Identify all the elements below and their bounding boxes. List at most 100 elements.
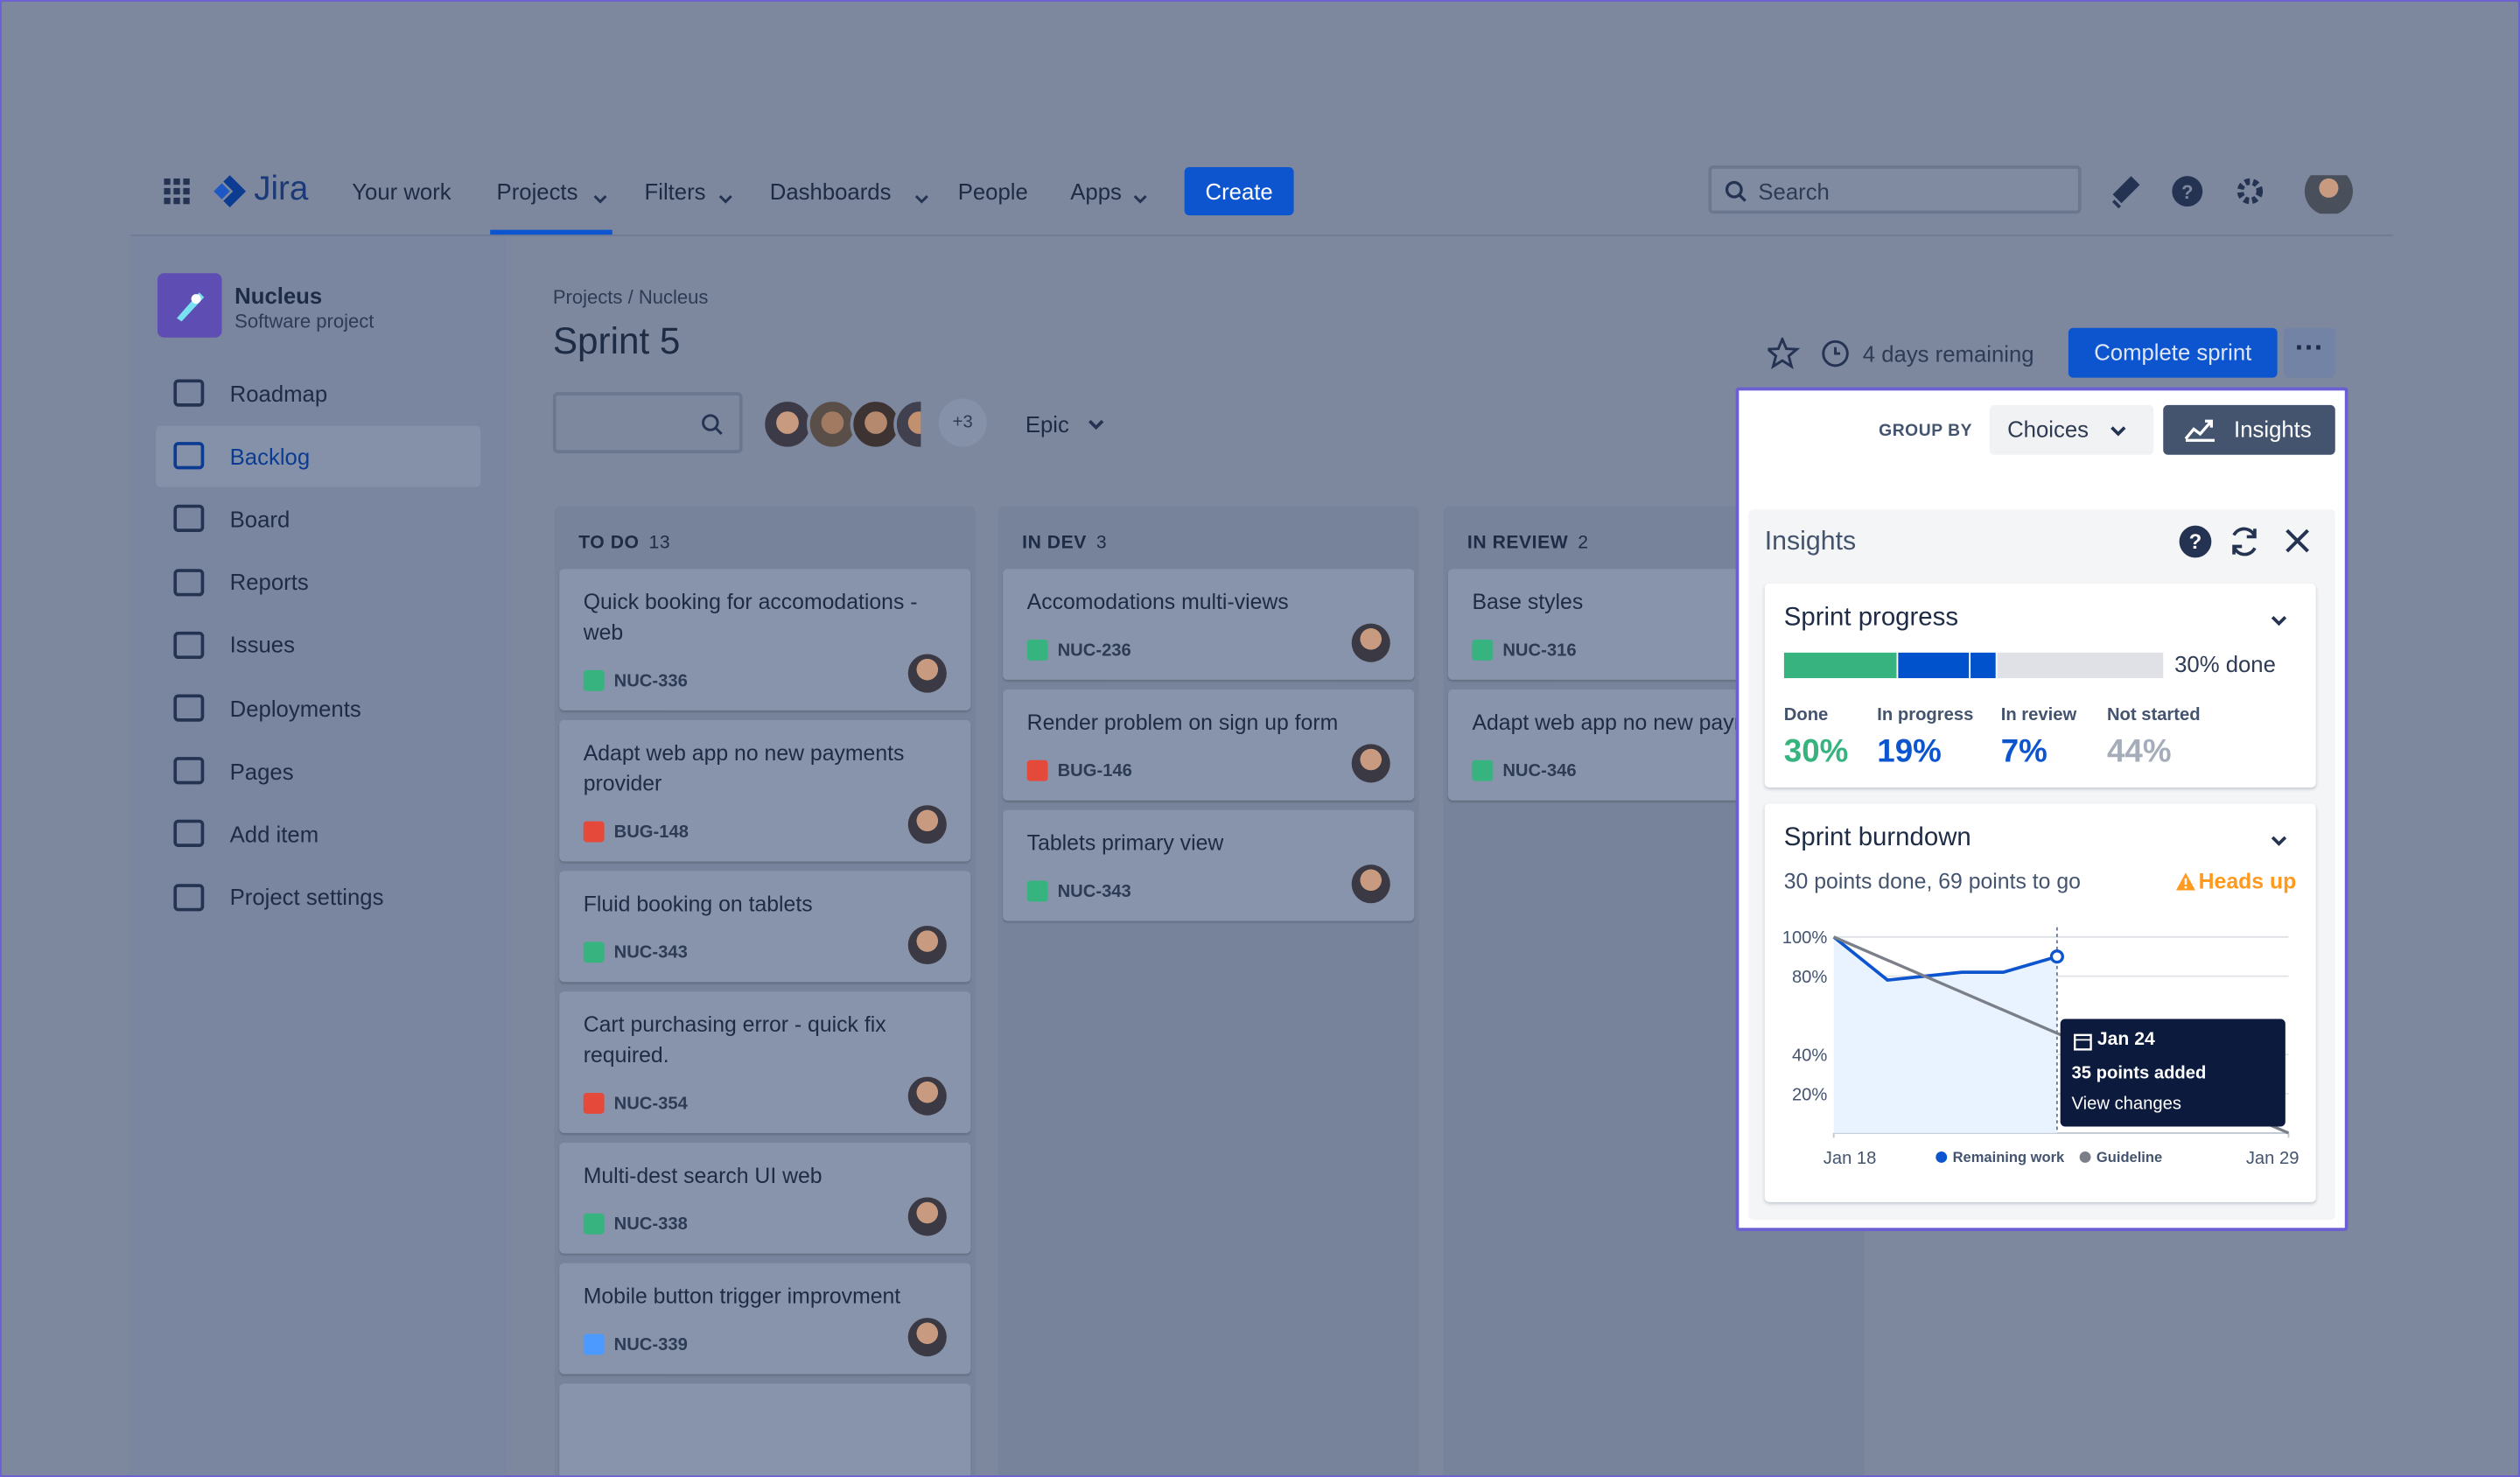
legend-label: Remaining work <box>1953 1149 2065 1166</box>
progress-stat: In review 7% <box>2001 705 2076 771</box>
nav-item[interactable]: Your work <box>352 178 452 205</box>
days-remaining: 4 days remaining <box>1862 340 2034 367</box>
card-title: Cart purchasing error - quick fix requir… <box>583 1012 886 1068</box>
issue-card[interactable]: Render problem on sign up form BUG-146 <box>1003 689 1415 801</box>
card-title: Accomodations multi-views <box>1026 590 1289 614</box>
column-name: IN REVIEW <box>1466 533 1569 553</box>
stat-value: 7% <box>2000 734 2048 770</box>
issue-card[interactable]: Mobile button trigger improvment NUC-339 <box>559 1263 971 1375</box>
nav-divider <box>130 234 2393 236</box>
search-icon <box>1725 180 1746 202</box>
project-name: Nucleus <box>234 283 323 309</box>
progress-segment <box>1783 652 1897 679</box>
sidebar-item[interactable]: Roadmap <box>173 379 328 407</box>
sidebar-label: Board <box>229 506 290 532</box>
stat-label: Not started <box>2106 705 2201 725</box>
issue-key: NUC-316 <box>1502 640 1577 660</box>
issue-card[interactable]: Accomodations multi-views NUC-236 <box>1003 569 1415 680</box>
column-count: 3 <box>1096 533 1108 553</box>
header-icons <box>1768 337 1849 370</box>
issue-card[interactable]: Quick booking for accomodations - web NUC… <box>559 569 971 710</box>
column-header: IN REVIEW 2 <box>1443 507 1864 570</box>
assignee-avatars[interactable] <box>760 397 921 452</box>
sidebar-active <box>156 425 481 487</box>
group-by-label: GROUP BY <box>1879 421 1973 441</box>
sidebar-item[interactable]: Board <box>173 505 290 533</box>
card-title: Multi-dest search UI web <box>583 1163 822 1188</box>
assignee-avatar <box>1351 864 1390 904</box>
issue-key: NUC-339 <box>613 1334 688 1354</box>
sidebar-item[interactable]: Reports <box>173 568 309 596</box>
issue-key: NUC-338 <box>613 1214 688 1234</box>
column-count: 2 <box>1578 533 1589 553</box>
svg-text:?: ? <box>2181 181 2193 203</box>
card-key: NUC-236 <box>1026 640 1390 661</box>
sidebar-item[interactable]: Add item <box>173 820 318 848</box>
sidebar-label: Roadmap <box>229 380 328 406</box>
more-avatars[interactable]: +3 <box>938 398 987 447</box>
issue-card[interactable]: Fluid booking on tablets NUC-343 <box>559 871 971 983</box>
legend-swatch <box>1936 1152 1948 1163</box>
nav-item[interactable]: Dashboards <box>769 178 892 205</box>
create-button[interactable]: Create <box>1184 167 1294 216</box>
assignee-avatar <box>1351 623 1390 662</box>
sidebar-item[interactable]: Pages <box>173 757 294 785</box>
more-button[interactable]: ··· <box>2283 327 2335 378</box>
issue-card[interactable]: Tablets primary view NUC-343 <box>1003 809 1415 921</box>
card-key: NUC-336 <box>583 669 947 691</box>
issue-key: BUG-148 <box>613 822 689 842</box>
panel-icons[interactable]: ? <box>2178 524 2316 559</box>
hover-point <box>2049 949 2064 964</box>
sidebar-icon <box>173 568 205 596</box>
tooltip-link[interactable]: View changes <box>2071 1094 2181 1114</box>
epic-filter[interactable]: Epic <box>1025 411 1069 438</box>
issue-card[interactable]: Adapt web app no new payments provider BU… <box>559 719 971 862</box>
nav-item[interactable]: Filters <box>644 178 706 205</box>
project-type: Software project <box>234 310 374 333</box>
complete-sprint-button[interactable]: Complete sprint <box>2068 327 2278 378</box>
burndown-chart: 100% 80% 40% 20% Jan 18 Jan 29 Remaining work G… <box>1782 927 2299 1168</box>
issue-card[interactable]: Multi-dest search UI web NUC-338 <box>559 1142 971 1254</box>
sidebar-item[interactable]: Deployments <box>173 694 361 722</box>
issue-card <box>559 1383 971 1476</box>
heads-up: Heads up <box>2198 869 2297 894</box>
card-title: Quick booking for accomodations - web <box>583 590 918 645</box>
legend-label: Guideline <box>2096 1149 2162 1166</box>
sidebar-label: Deployments <box>229 695 361 721</box>
issue-type-icon <box>1026 760 1048 781</box>
insights-button[interactable]: Insights <box>2163 404 2335 455</box>
page-title: Sprint 5 <box>552 319 681 362</box>
series-line <box>1832 935 2058 983</box>
sidebar-icon <box>173 631 205 659</box>
tooltip-text: 35 points added <box>2071 1063 2207 1083</box>
nav-item[interactable]: Projects <box>496 178 578 205</box>
sidebar-label: Issues <box>229 632 295 658</box>
board-column: IN DEV 3 Accomodations multi-views NUC-236 R… <box>998 506 1419 1476</box>
sprint-progress-card: Sprint progress 30% done Done 30% In progr… <box>1764 583 2316 788</box>
choices-dropdown[interactable]: Choices <box>1989 404 2154 455</box>
issue-card[interactable]: Cart purchasing error - quick fix requir… <box>559 991 971 1133</box>
nav-chevron <box>1133 185 1149 204</box>
board-search[interactable] <box>552 392 743 453</box>
search-box[interactable]: Search <box>1708 165 2082 214</box>
sidebar-item[interactable]: Project settings <box>173 883 383 911</box>
nav-item[interactable]: People <box>957 178 1028 205</box>
insights-button-label: Insights <box>2234 416 2312 443</box>
sidebar-item[interactable]: Issues <box>173 631 295 659</box>
progress-segment <box>1898 652 1970 679</box>
stat-label: In review <box>2000 705 2077 725</box>
nav-item[interactable]: Apps <box>1070 178 1122 205</box>
issue-type-icon <box>583 1334 605 1355</box>
breadcrumb[interactable]: Projects / Nucleus <box>552 285 709 309</box>
sidebar-item[interactable]: Backlog <box>173 442 310 470</box>
issue-key: NUC-346 <box>1502 760 1577 780</box>
card-title: Render problem on sign up form <box>1026 710 1339 735</box>
card-title: Base styles <box>1472 590 1584 614</box>
app-switcher[interactable] <box>164 178 191 206</box>
stat-label: In progress <box>1877 705 1974 725</box>
remaining-area <box>1833 936 2057 1133</box>
card-key: NUC-343 <box>1026 880 1390 902</box>
card-title: Adapt web app no new payments provider <box>583 740 905 796</box>
progress-stat: In progress 19% <box>1877 705 1973 771</box>
